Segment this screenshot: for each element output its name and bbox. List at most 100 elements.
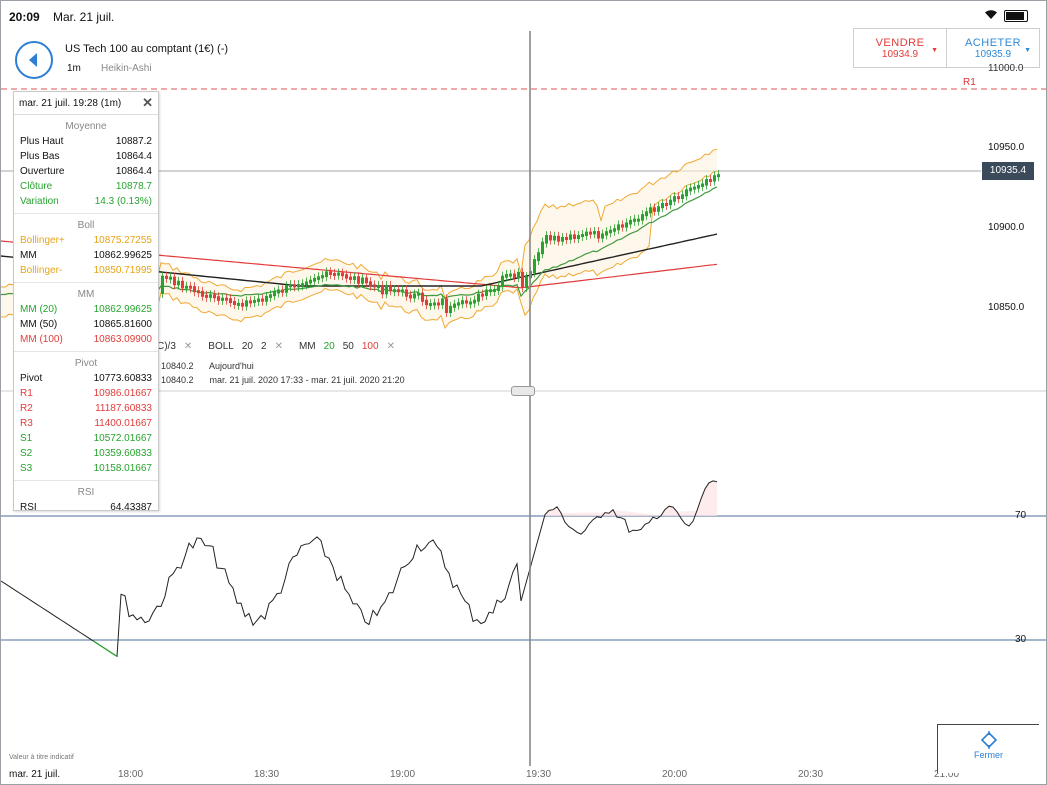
tooltip-section-title: RSI [77,487,95,498]
time-axis-label: 21:00 [934,769,960,780]
tooltip-row: Plus Haut 10887.2 [14,134,158,149]
candle [317,276,320,280]
tooltip-row: S1 10572.01667 [14,431,158,446]
rsi-layer [1,480,718,658]
tooltip-row-value: 10986.01667 [93,388,152,399]
chart-type-selector[interactable]: Heikin-Ashi [101,63,152,74]
tooltip-row: S3 10158.01667 [14,461,158,476]
candle [385,284,388,295]
candle [261,298,264,302]
candle [241,302,244,307]
mm-label[interactable]: MM [298,341,316,352]
remove-indicator-icon[interactable]: ✕ [386,341,395,352]
tooltip-row: MM (20) 10862.99625 [14,302,158,317]
info-text: mar. 21 juil. 2020 17:33 - mar. 21 juil.… [209,375,405,385]
candle [693,186,696,190]
tooltip-row-label: MM (50) [20,319,58,330]
system-icons [984,9,1028,22]
candle [321,275,324,279]
caret-down-icon: ▼ [931,47,938,54]
candle [445,298,448,314]
candle [541,241,544,255]
candle [365,277,368,284]
info-value: 10840.2 [161,375,194,385]
panel-resize-handle[interactable] [511,386,535,396]
tooltip-row: R2 11187.60833 [14,401,158,416]
candle [601,233,604,239]
candle [537,252,540,262]
back-button[interactable] [15,41,53,79]
candle [517,271,520,279]
tooltip-row-value: 10850.71995 [93,265,152,276]
crosshair-tooltip: mar. 21 juil. 19:28 (1m) ✕ Moyenne Plus H… [13,91,159,513]
remove-indicator-icon[interactable]: ✕ [183,341,193,352]
boll-label[interactable]: BOLL [208,341,234,352]
tooltip-row: Clôture 10878.7 [14,179,158,194]
candle [301,283,304,287]
tooltip-row: Ouverture 10864.4 [14,164,158,179]
candle [433,302,436,306]
caret-down-icon: ▼ [1024,47,1031,54]
boll-deviation: 2 [261,341,267,352]
candle [253,299,256,303]
mm-period-50: 50 [342,341,354,352]
candle [653,207,656,212]
price-axis-label: 11000.0 [988,63,1024,74]
instrument-name: US Tech 100 au comptant (1€) (-) [65,43,229,55]
candle [305,281,308,286]
buy-button[interactable]: ACHETER 10935.9 ▼ [946,28,1040,68]
tooltip-row-value: 10875.27255 [93,235,152,246]
candle [349,276,352,280]
tooltip-row-value: 64.43387 [110,502,152,513]
remove-indicator-icon[interactable]: ✕ [274,341,283,352]
sell-button[interactable]: VENDRE 10934.9 ▼ [853,28,947,68]
tooltip-row-value: 10864.4 [115,151,152,162]
candle [525,276,528,288]
candle [557,235,560,242]
tooltip-row-value: 10773.60833 [93,373,152,384]
candle [593,231,596,235]
r1-label: R1 [963,77,976,88]
candle [161,275,164,294]
close-crosshair-button[interactable]: Fermer [937,724,1039,773]
candle [437,302,440,306]
tooltip-row-label: MM (20) [20,304,58,315]
candle [189,285,192,289]
candle [165,275,168,279]
candle [185,285,188,289]
candle [273,291,276,297]
close-icon[interactable]: ✕ [142,95,153,110]
candle [497,285,500,291]
candle [389,284,392,292]
candle [669,199,672,206]
tooltip-row-label: RSI [20,502,37,513]
candle [405,289,408,297]
sell-label: VENDRE [875,37,925,49]
candle [689,187,692,192]
candle [177,280,180,286]
tooltip-row-label: S3 [20,463,33,474]
tooltip-row: Bollinger+ 10875.27255 [14,233,158,248]
candle [169,276,172,280]
candle [549,235,552,241]
disclaimer: Valeur à titre indicatif [9,754,74,761]
battery-icon [1004,9,1028,22]
tooltip-row: R3 11400.01667 [14,416,158,431]
tooltip-row-value: 10862.99625 [93,250,152,261]
candle [229,298,232,304]
tooltip-row-value: 10572.01667 [93,433,152,444]
candle [461,300,464,305]
tooltip-body: Moyenne Plus Haut 10887.2 Plus Bas 10864.4 Ou… [14,121,158,515]
buy-price: 10935.9 [974,49,1012,60]
candle [237,302,240,306]
candle [605,231,608,236]
candle [397,289,400,293]
time-axis-label: 18:30 [254,769,280,780]
candle [225,297,228,301]
period-selector[interactable]: 1m [67,63,81,74]
current-price-tag: 10935.4 [982,162,1034,180]
candle [449,305,452,314]
candle [221,297,224,301]
tooltip-row-label: MM (100) [20,334,63,345]
